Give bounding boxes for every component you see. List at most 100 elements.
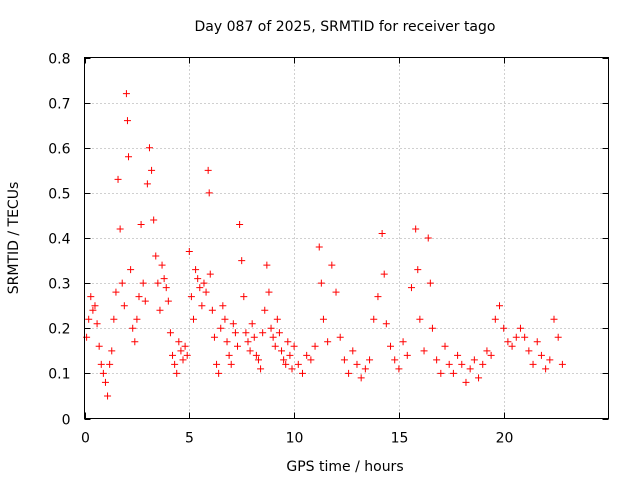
y-tick-label: 0.7 — [48, 97, 70, 113]
data-point — [345, 369, 353, 377]
data-point — [248, 320, 256, 328]
y-tick-label: 0 — [62, 413, 71, 429]
data-point — [217, 324, 225, 332]
data-point — [154, 279, 162, 287]
data-point — [508, 342, 516, 350]
data-point — [353, 360, 361, 368]
data-point — [491, 315, 499, 323]
data-point — [263, 261, 271, 269]
data-point — [223, 338, 231, 346]
y-tick-label: 0.5 — [48, 187, 70, 203]
data-point — [99, 369, 107, 377]
data-point — [129, 324, 137, 332]
data-point — [250, 333, 258, 341]
data-point — [336, 333, 344, 341]
data-point — [284, 338, 292, 346]
x-tick-label: 0 — [81, 431, 90, 447]
axis-tick-labels: 0 5 10 15 20 0 0.1 0.2 0.3 0.4 0.5 0.6 0.7 0.8 — [48, 52, 513, 447]
data-point — [280, 356, 288, 364]
chart-title: Day 087 of 2025, SRMTID for receiver tag… — [195, 19, 496, 35]
y-tick-label: 0.3 — [48, 277, 70, 293]
data-point — [169, 351, 177, 359]
data-point — [275, 329, 283, 337]
data-point — [234, 342, 242, 350]
data-point — [414, 266, 422, 274]
data-point — [445, 360, 453, 368]
data-point — [123, 117, 131, 125]
data-point — [307, 356, 315, 364]
data-point — [139, 279, 147, 287]
data-point — [265, 288, 273, 296]
data-point — [391, 356, 399, 364]
data-point — [192, 266, 200, 274]
data-point — [187, 293, 195, 301]
data-point — [143, 180, 151, 188]
data-point — [231, 329, 239, 337]
data-point — [145, 144, 153, 152]
data-point — [97, 360, 105, 368]
data-point — [106, 360, 114, 368]
data-point — [254, 356, 262, 364]
data-point — [240, 293, 248, 301]
data-point — [87, 293, 95, 301]
data-point — [85, 315, 93, 323]
y-tick-label: 0.1 — [48, 367, 70, 383]
data-point — [137, 220, 145, 228]
data-point — [357, 374, 365, 382]
data-point — [470, 356, 478, 364]
y-tick-label: 0.4 — [48, 232, 70, 248]
data-point — [426, 279, 434, 287]
data-point — [286, 351, 294, 359]
data-point — [185, 248, 193, 256]
data-point — [479, 360, 487, 368]
data-point — [554, 333, 562, 341]
data-point — [412, 225, 420, 233]
y-tick-label: 0.2 — [48, 322, 70, 338]
data-point — [533, 338, 541, 346]
data-point — [424, 234, 432, 242]
x-axis-label: GPS time / hours — [286, 459, 403, 475]
data-point — [504, 338, 512, 346]
y-tick-label: 0.8 — [48, 52, 70, 68]
data-point — [257, 365, 265, 373]
data-point — [210, 333, 218, 341]
data-point — [148, 166, 156, 174]
data-point — [189, 315, 197, 323]
data-point — [403, 351, 411, 359]
data-point — [516, 324, 524, 332]
data-point — [449, 369, 457, 377]
data-point — [550, 315, 558, 323]
data-point — [166, 329, 174, 337]
data-point — [112, 288, 120, 296]
data-point — [114, 175, 122, 183]
data-point — [466, 365, 474, 373]
data-point — [454, 351, 462, 359]
data-point — [399, 338, 407, 346]
data-point — [380, 270, 388, 278]
data-point — [259, 329, 267, 337]
data-point — [244, 338, 252, 346]
data-point — [261, 306, 269, 314]
data-point — [141, 297, 149, 305]
data-point — [236, 220, 244, 228]
data-point — [349, 347, 357, 355]
data-point — [89, 306, 97, 314]
data-point — [95, 342, 103, 350]
data-point — [311, 342, 319, 350]
data-point — [483, 347, 491, 355]
x-tick-label: 20 — [496, 431, 514, 447]
data-point — [116, 225, 124, 233]
data-point — [125, 153, 133, 161]
data-point — [213, 360, 221, 368]
data-point — [171, 360, 179, 368]
data-point — [160, 275, 168, 283]
axis-ticks — [84, 57, 609, 420]
data-point — [395, 365, 403, 373]
data-point — [382, 320, 390, 328]
data-point — [238, 257, 246, 265]
data-point — [366, 356, 374, 364]
data-point — [91, 302, 99, 310]
data-point — [118, 279, 126, 287]
data-point — [133, 315, 141, 323]
